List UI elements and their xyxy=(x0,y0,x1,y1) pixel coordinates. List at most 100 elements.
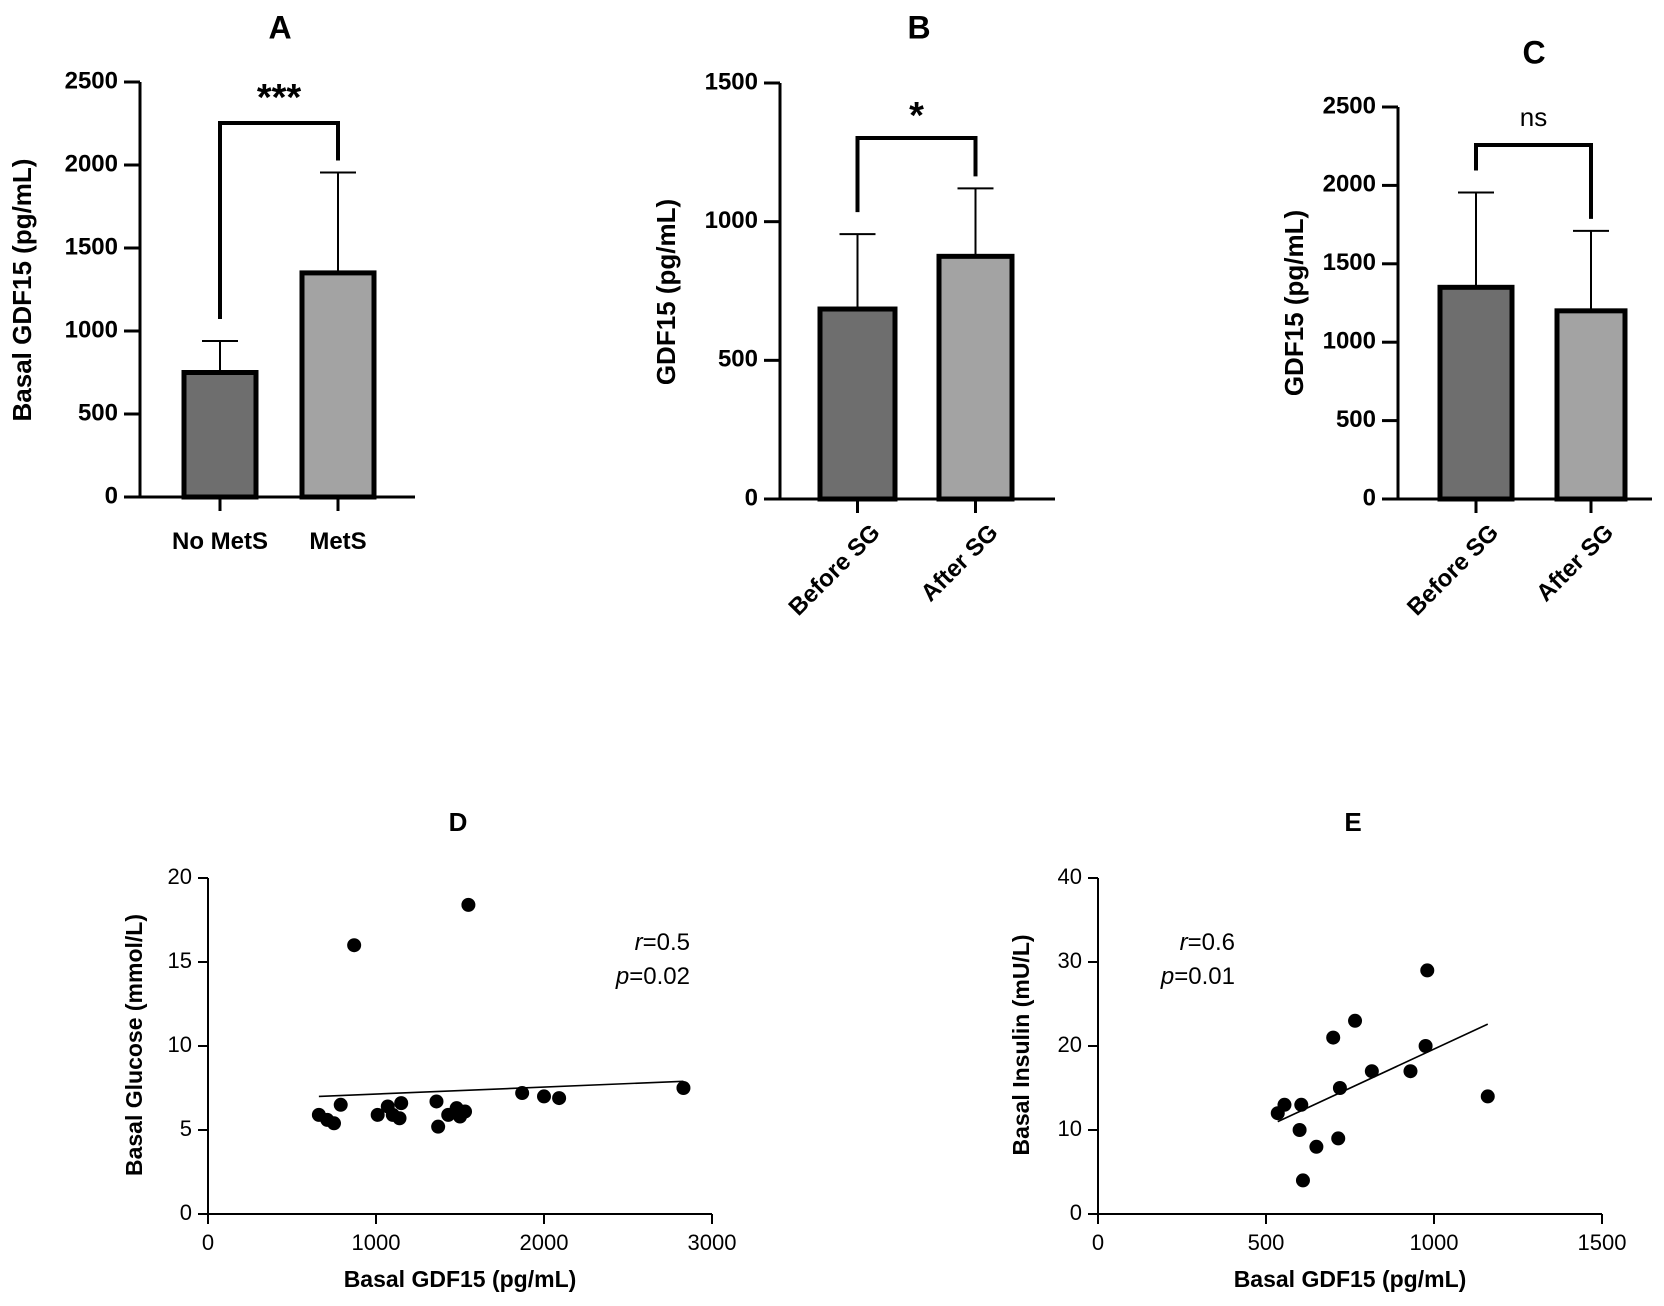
panel-d-letter: D xyxy=(449,807,468,837)
panel-d-r-value: =0.5 xyxy=(643,929,690,956)
panel-e-data-point xyxy=(1326,1030,1341,1045)
panel-d-p-label: p xyxy=(615,963,629,990)
panel-a: A 0 500 1000 1500 2000 2500 Basal GDF15 (pg/mL)… xyxy=(7,9,415,555)
panel-e-data-point xyxy=(1332,1081,1347,1095)
panel-a-significance-bracket xyxy=(218,121,340,319)
panel-e-data-point xyxy=(1331,1131,1346,1146)
panel-b-y-tick-label: 0 xyxy=(745,484,758,511)
panel-c-y-tick-label: 2500 xyxy=(1323,92,1376,119)
panel-d-y-tick-label: 0 xyxy=(180,1200,192,1225)
panel-b-x-tick-label: Before SG xyxy=(784,519,886,621)
panel-e-y-tick-label: 20 xyxy=(1058,1032,1082,1057)
panel-d-data-point xyxy=(394,1096,409,1111)
panel-e-y-tick-label: 30 xyxy=(1058,948,1082,973)
panel-d: D 0 5 10 15 20 0 1000 2000 3000 Basal Glucose (mmo… xyxy=(121,807,736,1292)
panel-e-data-point xyxy=(1277,1097,1292,1112)
panel-d-data-point xyxy=(515,1086,530,1101)
panel-a-y-tick-label: 0 xyxy=(105,482,118,509)
panel-c-y-tick-label: 0 xyxy=(1363,484,1376,511)
panel-e-data-point xyxy=(1294,1097,1309,1112)
panel-d-x-tick-label: 0 xyxy=(202,1230,214,1255)
panel-b-y-tick-label: 500 xyxy=(718,346,758,373)
panel-e-y-tick-label: 0 xyxy=(1070,1200,1082,1225)
panel-d-x-axis-title: Basal GDF15 (pg/mL) xyxy=(344,1266,577,1292)
panel-d-data-point xyxy=(370,1107,385,1122)
panel-a-y-tick-label: 500 xyxy=(78,399,118,426)
panel-d-data-point xyxy=(431,1119,446,1134)
panel-e-r-annotation: r=0.6 xyxy=(1180,929,1235,956)
panel-e: E 0 10 20 30 40 0 500 1000 1500 Basal Insulin (mU/… xyxy=(1008,807,1626,1292)
panel-c-bar xyxy=(1437,284,1515,502)
panel-e-x-tick-label: 0 xyxy=(1092,1230,1104,1255)
panel-e-data-point xyxy=(1403,1064,1418,1079)
panel-c-significance-label: ns xyxy=(1520,102,1547,132)
panel-a-letter: A xyxy=(268,9,291,45)
panel-d-p-value: =0.02 xyxy=(629,963,690,990)
panel-e-y-tick-label: 40 xyxy=(1058,864,1082,889)
panel-c-x-tick-label: After SG xyxy=(1531,519,1619,607)
panel-d-data-point xyxy=(392,1111,407,1126)
panel-a-bar xyxy=(299,270,377,500)
panel-d-data-point xyxy=(327,1116,341,1131)
panel-d-data-point xyxy=(552,1091,567,1106)
panel-e-data-point xyxy=(1295,1173,1310,1188)
panel-b-significance-bracket xyxy=(855,136,978,213)
panel-a-y-tick-label: 1500 xyxy=(65,233,118,260)
panel-a-y-tick-label: 2000 xyxy=(65,150,118,177)
panel-b-y-tick-label: 1000 xyxy=(705,207,758,234)
panel-a-x-tick-label: MetS xyxy=(309,528,366,555)
panel-d-y-tick-label: 10 xyxy=(168,1032,192,1057)
panel-e-r-value: =0.6 xyxy=(1188,929,1235,956)
panel-e-data-point xyxy=(1480,1089,1495,1104)
panel-d-data-point xyxy=(461,897,476,912)
panel-d-r-annotation: r=0.5 xyxy=(635,929,690,956)
panel-b-y-axis-title: GDF15 (pg/mL) xyxy=(651,199,681,385)
panel-b: B 0 500 1000 1500 GDF15 (pg/mL) Before SG After… xyxy=(651,9,1055,621)
panel-e-x-tick-label: 1500 xyxy=(1578,1230,1627,1255)
panel-d-y-axis-title: Basal Glucose (mmol/L) xyxy=(121,914,147,1176)
panel-d-x-tick-label: 3000 xyxy=(688,1230,737,1255)
panel-c-letter: C xyxy=(1522,34,1545,70)
panel-c-y-tick-label: 1000 xyxy=(1323,328,1376,355)
panel-d-data-point xyxy=(429,1094,444,1109)
panel-e-data-point xyxy=(1420,963,1435,978)
panel-c-bar xyxy=(1554,308,1628,502)
panel-d-y-tick-label: 5 xyxy=(180,1116,192,1141)
panel-d-x-tick-label: 2000 xyxy=(520,1230,569,1255)
panel-e-data-point xyxy=(1292,1123,1307,1137)
panel-c-x-tick-label: Before SG xyxy=(1402,519,1504,621)
panel-a-y-axis-title: Basal GDF15 (pg/mL) xyxy=(7,159,37,422)
panel-d-p-annotation: p=0.02 xyxy=(615,963,690,990)
panel-b-significance-label: * xyxy=(909,95,924,137)
panel-a-y-tick-label: 1000 xyxy=(65,316,118,343)
panel-e-x-axis-title: Basal GDF15 (pg/mL) xyxy=(1234,1266,1467,1292)
panel-d-data-point xyxy=(458,1104,473,1119)
panel-e-p-annotation: p=0.01 xyxy=(1160,963,1235,990)
panel-b-y-tick-label: 1500 xyxy=(705,68,758,95)
panel-d-y-tick-label: 20 xyxy=(168,864,192,889)
panel-b-letter: B xyxy=(907,9,930,45)
panel-d-data-point xyxy=(333,1097,348,1112)
panel-c-significance-bracket xyxy=(1474,143,1593,219)
panel-a-x-tick-label: No MetS xyxy=(172,528,268,555)
panel-e-p-value: =0.01 xyxy=(1174,963,1235,990)
panel-a-bar xyxy=(181,370,259,500)
panel-e-y-tick-label: 10 xyxy=(1058,1116,1082,1141)
panel-e-r-label: r xyxy=(1180,929,1189,956)
panel-e-y-axis-title: Basal Insulin (mU/L) xyxy=(1008,934,1034,1155)
panel-e-fit-line xyxy=(1277,1023,1489,1123)
panel-e-x-tick-label: 500 xyxy=(1248,1230,1285,1255)
panel-d-x-tick-label: 1000 xyxy=(352,1230,401,1255)
panel-d-data-point xyxy=(676,1081,691,1095)
panel-b-bar xyxy=(817,306,898,502)
panel-e-p-label: p xyxy=(1160,963,1174,990)
panel-b-bar xyxy=(936,253,1015,502)
panel-d-data-point xyxy=(347,938,362,953)
panel-c-y-tick-label: 2000 xyxy=(1323,171,1376,198)
panel-d-fit-line xyxy=(318,1080,684,1098)
panel-e-data-point xyxy=(1309,1139,1324,1154)
panel-a-significance-label: *** xyxy=(257,77,302,119)
panel-e-x-tick-label: 1000 xyxy=(1410,1230,1459,1255)
panel-d-r-label: r xyxy=(635,929,644,956)
